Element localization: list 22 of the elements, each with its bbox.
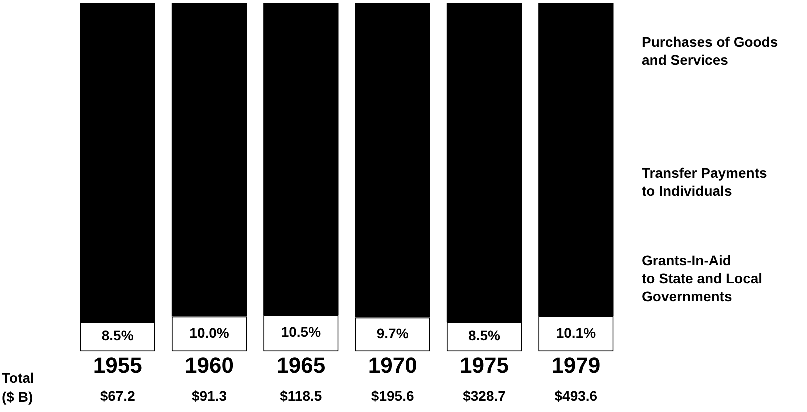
- text: Transfer Payments to Individuals: [642, 164, 768, 199]
- data-label: 10.5%: [281, 324, 322, 340]
- x-tick-label: 1970: [368, 352, 418, 378]
- data-label: 8.5%: [102, 328, 134, 344]
- x-tick-label: 1975: [460, 352, 509, 378]
- text: $195.6: [371, 388, 414, 404]
- data-label: 9.7%: [376, 326, 410, 342]
- x-tick-label: 1955: [93, 352, 142, 378]
- data-label: 8.5%: [468, 328, 501, 344]
- text: $328.7: [463, 388, 506, 404]
- x-tick-label: 1965: [276, 352, 326, 378]
- data-label: 10.1%: [556, 324, 597, 341]
- x-tick-label: 1979: [552, 352, 601, 378]
- text: $493.6: [554, 388, 598, 404]
- text: $67.2: [100, 388, 136, 404]
- text: Total ($ B): [2, 370, 34, 405]
- text: Purchases of Goods and Services: [642, 34, 778, 68]
- text: $91.3: [192, 388, 228, 404]
- x-tick-label: 1960: [185, 352, 234, 378]
- text: $118.5: [280, 388, 322, 404]
- data-label: 10.0%: [190, 325, 230, 342]
- text: Grants-In-Aid to State and Local Governments: [642, 252, 763, 304]
